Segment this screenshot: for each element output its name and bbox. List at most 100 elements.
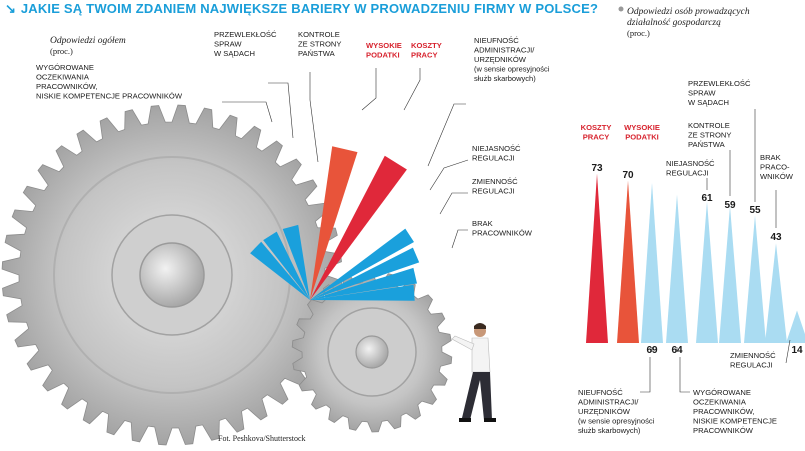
category-label: ZMIENNOŚĆ	[730, 351, 776, 360]
man-arm	[451, 335, 475, 351]
category-label: URZĘDNIKÓW	[474, 55, 527, 64]
gears-illustration	[1, 104, 453, 446]
value-label: 33	[410, 163, 425, 177]
category-label: PRZEWLEKŁOŚĆ	[214, 30, 277, 39]
bar-5	[310, 228, 414, 300]
category-label: KOSZTY	[411, 41, 442, 50]
category-label: WYGÓROWANE	[36, 63, 94, 72]
bar-5	[719, 206, 741, 343]
chart-subtitle: (proc.)	[627, 28, 650, 38]
bar-7	[310, 267, 417, 300]
category-label: KONTROLE	[298, 30, 340, 39]
leader-line	[679, 357, 690, 393]
category-label: NIEJASNOŚĆ	[666, 159, 715, 168]
large-gear-hub	[139, 242, 205, 308]
value-label: 73	[591, 163, 603, 174]
category-label: PRACY	[411, 51, 438, 60]
bar-3	[666, 194, 688, 343]
category-label: WYSOKIE	[624, 123, 660, 132]
category-label: PODATKI	[625, 133, 659, 142]
man-hair	[474, 323, 486, 329]
category-label: NIEJASNOŚĆ	[472, 144, 521, 153]
category-label: NIEUFNOŚĆ	[474, 36, 519, 45]
category-label: służb skarbowych)	[474, 74, 536, 83]
value-label: 61	[701, 193, 713, 204]
value-label: 14	[791, 345, 803, 356]
value-label: 30	[428, 215, 443, 230]
category-label: PRACOWNIKÓW	[693, 426, 754, 435]
bar-8	[310, 284, 415, 301]
category-label: W SĄDACH	[214, 49, 255, 58]
bar-1	[617, 180, 639, 343]
category-label: OCZEKIWANIA	[693, 398, 747, 407]
category-label: PRZEWLEKŁOŚĆ	[688, 79, 751, 88]
chart-title: Odpowiedzi osób prowadzących	[627, 7, 750, 17]
category-label: W SĄDACH	[688, 98, 729, 107]
businessman-illustration	[451, 323, 496, 422]
category-label: PRACOWNIKÓW,	[36, 82, 98, 91]
bar-6	[310, 247, 420, 300]
photo-credit: Fot. Peshkova/Shutterstock	[218, 434, 306, 443]
leader-line	[268, 82, 294, 139]
category-label: WYGÓROWANE	[693, 388, 751, 397]
page-title: JAKIE SĄ TWOIM ZDANIEM NAJWIĘKSZE BARIER…	[20, 1, 599, 16]
arrow-down-right-icon: ↘	[5, 1, 17, 16]
man-shirt	[471, 337, 491, 373]
category-label: SPRAW	[214, 40, 242, 49]
category-label: ADMINISTRACJI/	[578, 398, 639, 407]
category-label: PRACY	[583, 133, 610, 142]
category-label: KOSZTY	[581, 123, 612, 132]
chart-title: Odpowiedzi ogółem	[50, 36, 126, 46]
category-label: PRACO-	[760, 163, 790, 172]
category-label: PAŃSTWA	[688, 140, 726, 149]
bar-1	[263, 231, 310, 300]
small-gear-hub	[355, 335, 389, 369]
value-label: 21	[262, 122, 276, 136]
value-label: 70	[622, 170, 634, 181]
value-label: 59	[724, 200, 736, 211]
category-label: PRACOWNIKÓW,	[693, 407, 755, 416]
leader-line	[403, 68, 421, 111]
value-label: 21	[290, 139, 303, 152]
value-label: 43	[344, 110, 364, 130]
leader-line	[640, 357, 651, 393]
category-label: NISKIE KOMPETENCJE PRACOWNIKÓW	[36, 92, 183, 101]
bar-2	[282, 224, 310, 300]
man-shoe	[484, 418, 496, 422]
bar-0	[250, 241, 310, 300]
category-label: ZE STRONY	[298, 40, 341, 49]
category-label: URZĘDNIKÓW	[578, 407, 631, 416]
bar-4	[310, 155, 407, 300]
leader-line	[785, 339, 791, 364]
chart-subtitle: (proc.)	[50, 46, 73, 56]
bar-0	[586, 173, 608, 343]
page-title-wrap: ↘ JAKIE SĄ TWOIM ZDANIEM NAJWIĘKSZE BARI…	[5, 1, 598, 17]
value-label: 32	[418, 191, 433, 206]
category-label: WYSOKIE	[366, 41, 402, 50]
chart-overall: Odpowiedzi ogółem(proc.) 21 WYGÓROWANEOCZE…	[36, 30, 550, 301]
category-label: REGULACJI	[472, 187, 515, 196]
category-label: PAŃSTWA	[298, 49, 336, 58]
category-label: PODATKI	[366, 51, 400, 60]
category-label: służb skarbowych)	[578, 426, 641, 435]
bar-6	[744, 215, 766, 343]
value-label: 29	[438, 246, 454, 261]
value-label: 45	[392, 108, 414, 130]
category-label: (w sensie opresyjności	[474, 65, 550, 74]
category-label: KONTROLE	[688, 121, 730, 130]
category-label: ZE STRONY	[688, 131, 731, 140]
bar-7	[765, 243, 787, 343]
category-label: OCZEKIWANIA	[36, 73, 90, 82]
category-label: NIEUFNOŚĆ	[578, 388, 623, 397]
category-label: NISKIE KOMPETENCJE	[693, 417, 777, 426]
bullet-icon	[618, 6, 624, 12]
bar-4	[696, 201, 718, 343]
category-label: REGULACJI	[666, 169, 709, 178]
leader-line	[451, 229, 468, 249]
category-label: (w sensie opresyjności	[578, 417, 655, 426]
category-label: WNIKÓW	[760, 172, 794, 181]
category-label: ADMINISTRACJI/	[474, 46, 535, 55]
leader-line	[427, 103, 466, 167]
category-label: REGULACJI	[730, 361, 773, 370]
